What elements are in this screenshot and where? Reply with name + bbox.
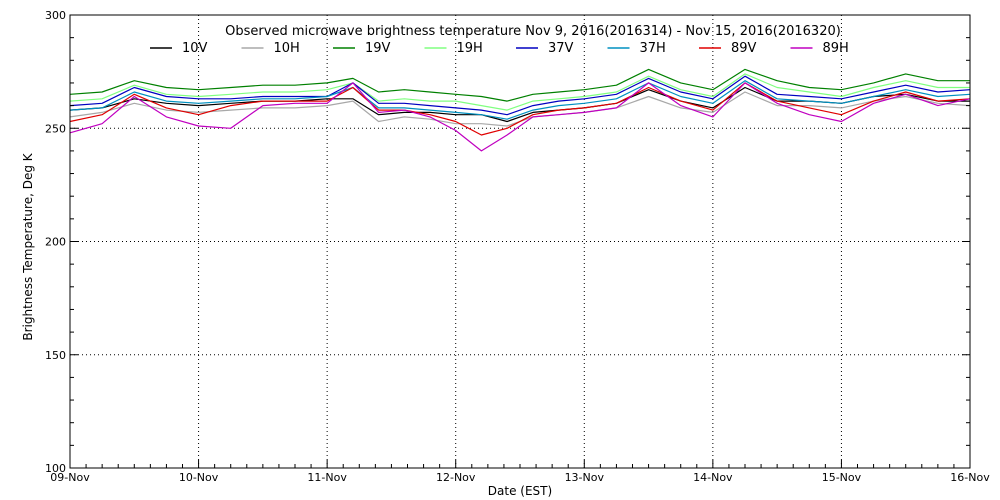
legend-label: 89H [823, 41, 849, 56]
legend-label: 10H [274, 41, 300, 56]
series-line-10v [69, 86, 970, 123]
legend-label: 89V [731, 41, 757, 56]
series-line-10h [69, 91, 971, 127]
y-tick-label: 100 [45, 462, 66, 475]
x-tick-label: 11-Nov [307, 471, 347, 484]
x-tick-label: 13-Nov [565, 471, 605, 484]
series-lines [69, 68, 971, 152]
series-line-19v [69, 68, 970, 102]
x-tick-label: 10-Nov [179, 471, 219, 484]
legend: 10V 10H 19V 19H 37V 37H 89V 89H [150, 41, 849, 56]
y-axis-title: Brightness Temperature, Deg K [21, 152, 35, 340]
y-tick-label: 150 [45, 349, 66, 362]
x-tick-label: 15-Nov [822, 471, 862, 484]
grid-lines [70, 15, 970, 468]
series-line-89v [69, 82, 971, 136]
x-tick-label: 16-Nov [950, 471, 990, 484]
legend-label: 37H [640, 41, 666, 56]
legend-label: 37V [548, 41, 574, 56]
x-axis-title: Date (EST) [488, 484, 552, 498]
chart-title: Observed microwave brightness temperatur… [225, 24, 841, 39]
series-line-89h [69, 82, 971, 152]
series-line-37v [69, 75, 971, 116]
legend-label: 19V [365, 41, 391, 56]
legend-label: 19H [457, 41, 483, 56]
y-tick-label: 200 [45, 236, 66, 249]
tick-labels: 09-Nov 10-Nov 11-Nov 12-Nov 13-Nov 14-Nov 15-N… [45, 9, 990, 484]
x-tick-label: 12-Nov [436, 471, 476, 484]
x-tick-label: 09-Nov [50, 471, 90, 484]
y-tick-label: 300 [45, 9, 66, 22]
x-tick-label: 14-Nov [693, 471, 733, 484]
series-line-37h [69, 80, 971, 120]
axis-ticks [69, 14, 971, 469]
y-tick-label: 250 [45, 122, 66, 135]
legend-label: 10V [182, 41, 208, 56]
series-line-19h [69, 73, 970, 111]
